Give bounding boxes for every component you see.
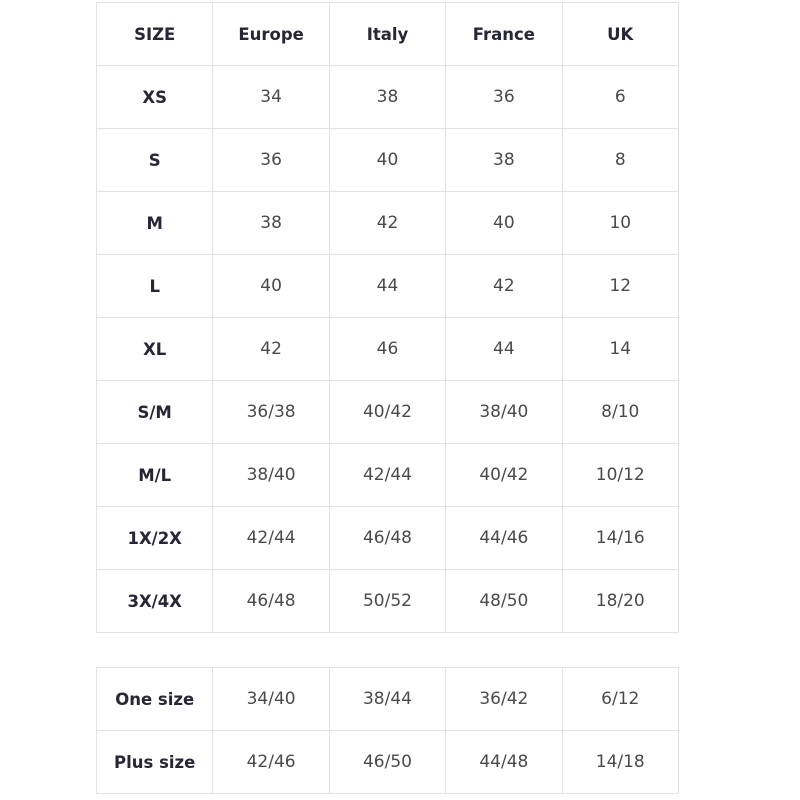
column-header: UK bbox=[561, 2, 679, 66]
size-value-cell: 46/50 bbox=[328, 730, 447, 794]
size-value-cell: 46/48 bbox=[212, 569, 330, 633]
size-value-cell: 40/42 bbox=[328, 380, 447, 444]
size-value-cell: 48/50 bbox=[445, 569, 563, 633]
size-value-cell: 8 bbox=[561, 128, 679, 192]
size-value-cell: 10/12 bbox=[561, 443, 679, 507]
table-row: XS 34 38 36 6 bbox=[95, 65, 679, 129]
size-value-cell: 46 bbox=[328, 317, 447, 381]
size-label-cell: M bbox=[95, 191, 214, 255]
size-value-cell: 38/40 bbox=[212, 443, 330, 507]
size-value-cell: 36 bbox=[445, 65, 563, 129]
size-label-cell: 1X/2X bbox=[95, 506, 214, 570]
size-value-cell: 42 bbox=[212, 317, 330, 381]
size-label-cell: L bbox=[95, 254, 214, 318]
size-value-cell: 34/40 bbox=[212, 667, 330, 731]
size-value-cell: 18/20 bbox=[561, 569, 679, 633]
size-value-cell: 6/12 bbox=[561, 667, 679, 731]
size-value-cell: 38 bbox=[445, 128, 563, 192]
size-value-cell: 38/40 bbox=[445, 380, 563, 444]
size-value-cell: 42/44 bbox=[212, 506, 330, 570]
table-row: 1X/2X 42/44 46/48 44/46 14/16 bbox=[95, 506, 679, 570]
size-value-cell: 42/44 bbox=[328, 443, 447, 507]
size-value-cell: 44/48 bbox=[445, 730, 563, 794]
size-value-cell: 10 bbox=[561, 191, 679, 255]
size-value-cell: 40 bbox=[445, 191, 563, 255]
size-value-cell: 14/16 bbox=[561, 506, 679, 570]
column-header: SIZE bbox=[95, 2, 214, 66]
size-value-cell: 40/42 bbox=[445, 443, 563, 507]
table-row: S/M 36/38 40/42 38/40 8/10 bbox=[95, 380, 679, 444]
size-label-cell: S bbox=[95, 128, 214, 192]
column-header: Europe bbox=[212, 2, 330, 66]
table-row: One size 34/40 38/44 36/42 6/12 bbox=[95, 667, 679, 731]
special-sizes-table: One size 34/40 38/44 36/42 6/12 Plus size 42/4… bbox=[95, 667, 679, 794]
column-header: France bbox=[445, 2, 563, 66]
column-header: Italy bbox=[328, 2, 447, 66]
size-value-cell: 40 bbox=[212, 254, 330, 318]
size-label-cell: 3X/4X bbox=[95, 569, 214, 633]
size-value-cell: 36/38 bbox=[212, 380, 330, 444]
size-value-cell: 42 bbox=[328, 191, 447, 255]
size-value-cell: 42/46 bbox=[212, 730, 330, 794]
table-row: Plus size 42/46 46/50 44/48 14/18 bbox=[95, 730, 679, 794]
table-row: M/L 38/40 42/44 40/42 10/12 bbox=[95, 443, 679, 507]
size-value-cell: 36/42 bbox=[445, 667, 563, 731]
size-value-cell: 8/10 bbox=[561, 380, 679, 444]
header-row: SIZE Europe Italy France UK bbox=[95, 2, 679, 66]
size-value-cell: 44 bbox=[328, 254, 447, 318]
size-value-cell: 34 bbox=[212, 65, 330, 129]
size-label-cell: Plus size bbox=[95, 730, 214, 794]
size-label-cell: XS bbox=[95, 65, 214, 129]
size-value-cell: 12 bbox=[561, 254, 679, 318]
table-row: M 38 42 40 10 bbox=[95, 191, 679, 255]
table-row: XL 42 46 44 14 bbox=[95, 317, 679, 381]
size-label-cell: One size bbox=[95, 667, 214, 731]
size-value-cell: 14 bbox=[561, 317, 679, 381]
size-value-cell: 46/48 bbox=[328, 506, 447, 570]
size-value-cell: 36 bbox=[212, 128, 330, 192]
size-value-cell: 38 bbox=[212, 191, 330, 255]
size-label-cell: S/M bbox=[95, 380, 214, 444]
size-value-cell: 44/46 bbox=[445, 506, 563, 570]
table-row: 3X/4X 46/48 50/52 48/50 18/20 bbox=[95, 569, 679, 633]
size-value-cell: 38/44 bbox=[328, 667, 447, 731]
size-value-cell: 14/18 bbox=[561, 730, 679, 794]
size-value-cell: 6 bbox=[561, 65, 679, 129]
size-value-cell: 44 bbox=[445, 317, 563, 381]
table-row: S 36 40 38 8 bbox=[95, 128, 679, 192]
size-value-cell: 38 bbox=[328, 65, 447, 129]
size-label-cell: XL bbox=[95, 317, 214, 381]
table-row: L 40 44 42 12 bbox=[95, 254, 679, 318]
size-label-cell: M/L bbox=[95, 443, 214, 507]
size-value-cell: 50/52 bbox=[328, 569, 447, 633]
size-chart-table: SIZE Europe Italy France UK XS 34 38 36 6 S 36 40 38 8… bbox=[95, 2, 679, 633]
size-value-cell: 40 bbox=[328, 128, 447, 192]
size-value-cell: 42 bbox=[445, 254, 563, 318]
